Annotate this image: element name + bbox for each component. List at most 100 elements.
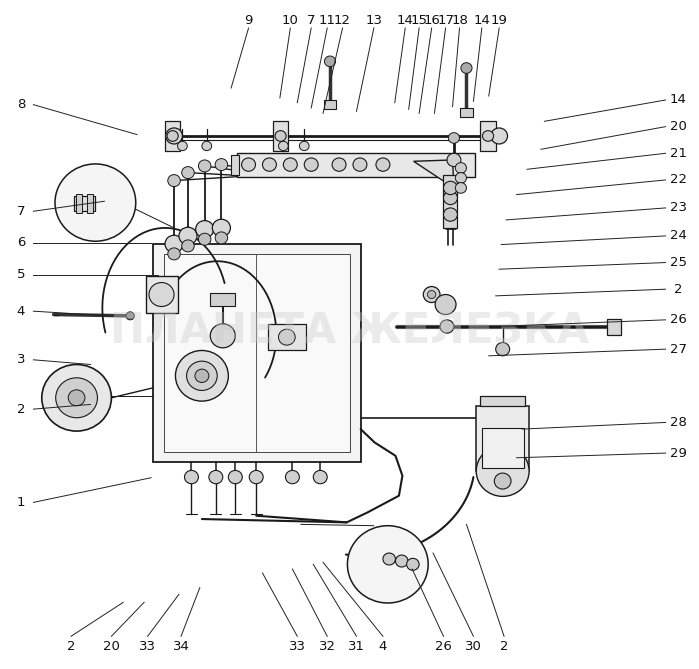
Circle shape <box>199 160 211 172</box>
Text: 26: 26 <box>435 640 452 653</box>
Text: 12: 12 <box>334 13 351 27</box>
Text: 25: 25 <box>670 256 686 269</box>
Circle shape <box>494 473 511 489</box>
Circle shape <box>353 158 367 171</box>
Text: 3: 3 <box>17 353 25 367</box>
Text: 4: 4 <box>17 304 25 318</box>
Text: 16: 16 <box>423 13 440 27</box>
Text: 20: 20 <box>670 120 686 133</box>
Circle shape <box>55 164 136 242</box>
Bar <box>164 254 350 452</box>
Text: 2: 2 <box>67 640 75 653</box>
Circle shape <box>299 141 309 151</box>
Circle shape <box>166 128 182 144</box>
Circle shape <box>168 175 180 187</box>
Circle shape <box>69 390 85 406</box>
Bar <box>273 121 288 151</box>
Text: 19: 19 <box>491 13 507 27</box>
Circle shape <box>275 130 286 141</box>
Text: 24: 24 <box>670 229 686 242</box>
Circle shape <box>165 235 183 253</box>
Circle shape <box>482 130 493 141</box>
Circle shape <box>196 221 214 238</box>
Text: 1: 1 <box>17 496 25 509</box>
Bar <box>268 324 306 351</box>
Circle shape <box>175 351 229 401</box>
Text: 9: 9 <box>245 13 253 27</box>
Bar <box>153 244 361 462</box>
Text: 14: 14 <box>397 13 414 27</box>
Bar <box>210 292 236 306</box>
Text: 21: 21 <box>670 147 686 160</box>
Bar <box>459 108 473 117</box>
Bar <box>480 121 496 151</box>
Circle shape <box>491 128 507 144</box>
Text: 4: 4 <box>379 640 387 653</box>
Text: 8: 8 <box>17 98 25 111</box>
Circle shape <box>126 312 134 320</box>
Circle shape <box>168 248 180 260</box>
Circle shape <box>262 158 276 171</box>
Circle shape <box>461 63 472 74</box>
Text: 11: 11 <box>319 13 336 27</box>
Circle shape <box>242 158 256 171</box>
Bar <box>146 276 178 312</box>
Circle shape <box>324 56 336 67</box>
Text: 7: 7 <box>17 205 25 217</box>
Circle shape <box>185 470 199 484</box>
Text: ПЛАНЕТА ЖЕЛЕЗКА: ПЛАНЕТА ЖЕЛЕЗКА <box>110 310 589 352</box>
Circle shape <box>304 158 318 171</box>
Text: 14: 14 <box>473 13 490 27</box>
Circle shape <box>443 208 457 221</box>
Text: 2: 2 <box>500 640 508 653</box>
Text: 6: 6 <box>17 236 25 249</box>
Text: 18: 18 <box>451 13 468 27</box>
Bar <box>76 194 82 213</box>
Circle shape <box>347 526 428 603</box>
Circle shape <box>212 219 231 237</box>
Text: 5: 5 <box>17 268 25 281</box>
Circle shape <box>250 470 263 484</box>
Circle shape <box>443 181 457 195</box>
Circle shape <box>187 361 217 391</box>
Text: 32: 32 <box>319 640 336 653</box>
Text: 33: 33 <box>289 640 305 653</box>
Circle shape <box>167 130 178 141</box>
Text: 26: 26 <box>670 313 686 326</box>
Circle shape <box>283 158 297 171</box>
Bar <box>482 427 524 468</box>
Bar <box>607 318 621 334</box>
Bar <box>443 175 457 228</box>
Circle shape <box>278 141 288 151</box>
Text: 23: 23 <box>670 201 686 215</box>
Text: 33: 33 <box>139 640 156 653</box>
Bar <box>87 194 93 213</box>
Text: 28: 28 <box>670 416 686 429</box>
Circle shape <box>407 559 419 571</box>
Circle shape <box>285 470 299 484</box>
Text: 2: 2 <box>674 283 682 296</box>
Text: 14: 14 <box>670 94 686 106</box>
Circle shape <box>182 240 194 252</box>
Text: 30: 30 <box>465 640 482 653</box>
Circle shape <box>447 153 461 167</box>
Text: 34: 34 <box>173 640 189 653</box>
Bar <box>480 397 525 406</box>
Circle shape <box>455 163 466 173</box>
Circle shape <box>178 141 187 151</box>
Circle shape <box>278 329 295 345</box>
Circle shape <box>455 183 466 193</box>
Polygon shape <box>414 160 454 188</box>
Circle shape <box>182 167 194 179</box>
Circle shape <box>229 470 243 484</box>
Circle shape <box>42 365 111 431</box>
Text: 7: 7 <box>307 13 315 27</box>
Text: 10: 10 <box>282 13 298 27</box>
Circle shape <box>383 553 396 565</box>
Circle shape <box>215 232 228 244</box>
Circle shape <box>149 282 174 306</box>
Circle shape <box>179 227 197 245</box>
Bar <box>75 196 95 211</box>
Circle shape <box>332 158 346 171</box>
Text: 22: 22 <box>670 173 686 187</box>
